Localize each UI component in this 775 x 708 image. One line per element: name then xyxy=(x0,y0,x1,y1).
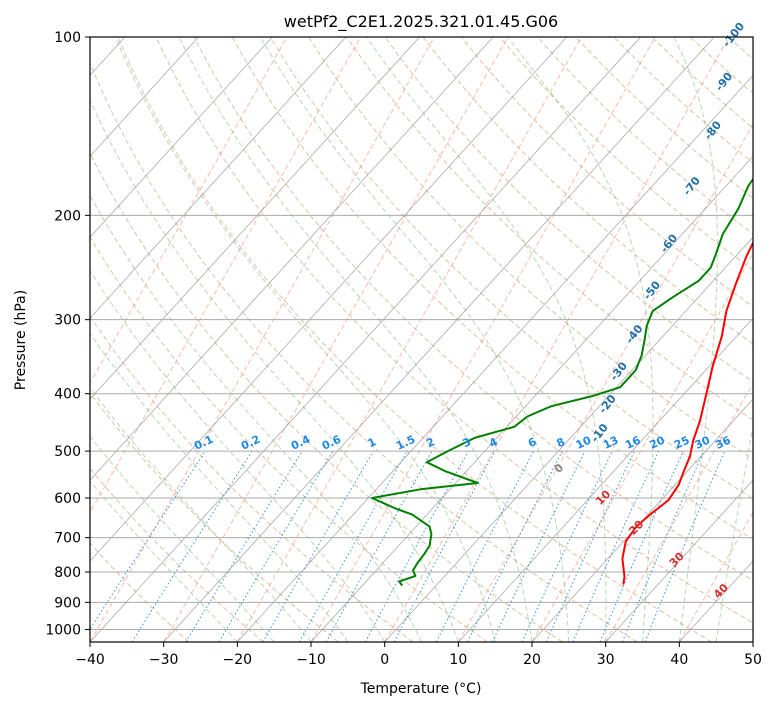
mixing-ratio-line xyxy=(467,450,563,642)
chart-title: wetPf2_C2E1.2025.321.01.45.G06 xyxy=(284,12,558,32)
mixing-ratio-line xyxy=(131,450,253,642)
isotherm xyxy=(90,37,494,481)
mixing-ratio-line xyxy=(572,450,660,642)
data-series xyxy=(371,177,753,587)
x-axis-ticks: −40 −30 −20 −10 0 10 20 30 40 50 xyxy=(75,642,762,668)
mixing-ratio-line xyxy=(599,450,684,642)
y-tick-label: 1000 xyxy=(45,622,81,638)
dry-adiabat xyxy=(422,37,753,345)
x-tick-label: 40 xyxy=(670,652,688,668)
isotherm xyxy=(90,37,568,562)
mixing-ratio-label: 10 xyxy=(574,433,594,451)
isotherm xyxy=(90,37,273,238)
isotherm xyxy=(458,317,753,642)
moist-adiabat xyxy=(90,332,349,642)
temperature-line xyxy=(621,240,753,585)
mixing-ratio-line xyxy=(185,450,303,642)
dry-adiabat xyxy=(537,37,753,235)
moist-adiabat xyxy=(90,98,459,642)
moist-adiabat xyxy=(366,37,607,642)
isotherm xyxy=(163,37,715,642)
plot-frame xyxy=(89,36,754,643)
y-tick-label: 900 xyxy=(54,595,81,611)
dry-adiabat xyxy=(90,315,414,642)
x-tick-label: 50 xyxy=(744,652,762,668)
mixing-ratio-label: 13 xyxy=(601,434,620,452)
x-tick-label: 30 xyxy=(597,652,615,668)
x-tick-label: 20 xyxy=(523,652,541,668)
mixing-ratio-line xyxy=(298,450,408,642)
wetbulb-line xyxy=(457,123,753,642)
mixing-ratio-line xyxy=(435,450,535,642)
y-tick-label: 600 xyxy=(54,491,81,507)
mixing-ratio-line xyxy=(90,450,206,631)
dry-adiabat xyxy=(346,37,753,421)
y-tick-label: 400 xyxy=(54,387,81,403)
moist-adiabat xyxy=(90,194,422,642)
y-tick-label: 300 xyxy=(54,313,81,329)
x-tick-label: 0 xyxy=(380,652,389,668)
dry-adiabat xyxy=(231,37,753,540)
x-tick-label: −30 xyxy=(149,652,179,668)
wetbulb-line xyxy=(605,382,753,642)
background-lines xyxy=(90,37,753,642)
x-tick-label: −20 xyxy=(223,652,253,668)
isotherm xyxy=(605,479,753,642)
y-axis-label: Pressure (hPa) xyxy=(13,290,29,390)
dry-adiabat xyxy=(613,37,753,164)
y-tick-label: 700 xyxy=(54,531,81,547)
dry-adiabat xyxy=(117,37,712,642)
dry-adiabat xyxy=(90,152,563,642)
moist-adiabat xyxy=(178,37,533,642)
mixing-ratio-label: 20 xyxy=(648,433,668,451)
wetbulb-line xyxy=(678,511,753,642)
dry-adiabat xyxy=(193,37,753,582)
dewpoint-line xyxy=(371,177,753,587)
isotherm xyxy=(90,37,199,157)
x-tick-label: −10 xyxy=(296,652,326,668)
wetbulb-line xyxy=(90,37,435,642)
moist-adiabat xyxy=(673,37,718,642)
wetbulb-line xyxy=(90,37,288,385)
mixing-ratio-line xyxy=(364,450,469,642)
x-tick-label: −40 xyxy=(75,652,105,668)
moist-adiabat xyxy=(90,480,238,642)
wetbulb-line xyxy=(90,37,362,514)
wetbulb-line xyxy=(163,37,509,642)
dry-adiabat xyxy=(90,61,638,642)
dry-adiabat xyxy=(155,37,753,624)
isotherm xyxy=(90,37,420,400)
mixing-ratio-label: 30 xyxy=(693,433,713,451)
wetbulb-line xyxy=(236,37,583,642)
isotherm xyxy=(531,398,753,642)
x-axis-label: Temperature (°C) xyxy=(360,681,482,697)
isotherm xyxy=(310,155,753,642)
moist-adiabat xyxy=(90,435,275,642)
mixing-ratio-label: 36 xyxy=(713,433,733,451)
y-tick-label: 500 xyxy=(54,444,81,460)
isotherm xyxy=(384,236,753,642)
dry-adiabat xyxy=(460,37,753,308)
y-axis-ticks: 1000 900 800 700 600 500 400 300 200 100 xyxy=(45,30,90,638)
isotherm xyxy=(90,37,347,319)
isotherm xyxy=(237,74,753,642)
mixing-ratio-label: 25 xyxy=(672,434,691,452)
wetbulb-line xyxy=(384,37,730,642)
wetbulb-line xyxy=(531,252,753,642)
y-tick-label: 200 xyxy=(54,208,81,224)
mixing-ratio-line xyxy=(325,450,433,642)
mixing-ratio-line xyxy=(621,450,705,642)
dry-adiabat xyxy=(90,392,339,642)
dry-adiabat xyxy=(90,235,488,642)
y-tick-label: 800 xyxy=(54,565,81,581)
isotherm xyxy=(90,37,641,642)
wetbulb-line xyxy=(310,37,656,642)
x-tick-label: 10 xyxy=(449,652,467,668)
y-tick-label: 100 xyxy=(54,30,81,46)
dry-adiabat xyxy=(90,467,264,642)
mixing-ratio-label: 16 xyxy=(623,433,643,451)
moist-adiabat xyxy=(114,37,496,642)
